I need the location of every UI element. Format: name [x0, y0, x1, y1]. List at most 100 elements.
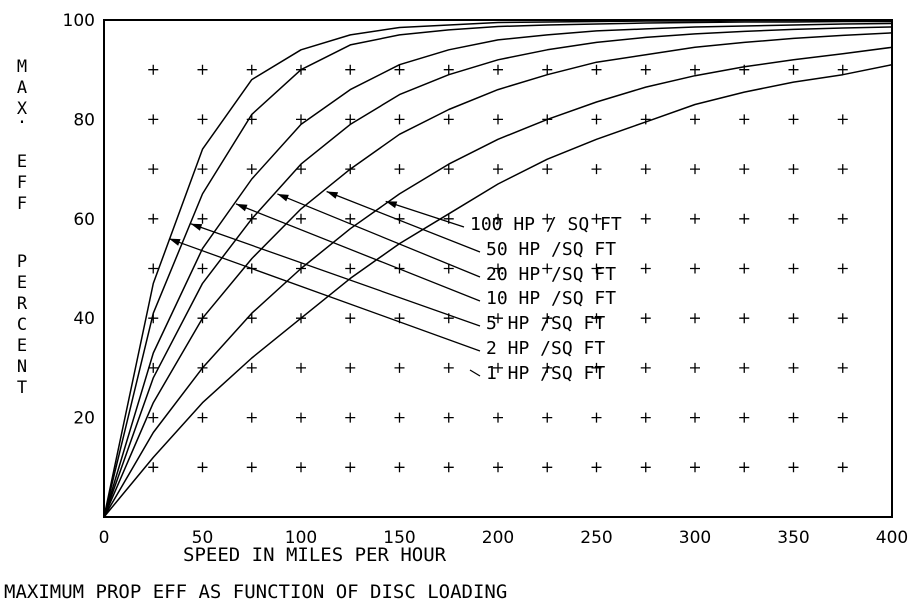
grid-marker — [690, 164, 700, 175]
y-tick-labels: 20 40 60 80 100 — [63, 11, 95, 429]
grid-marker — [640, 362, 651, 373]
grid-marker — [246, 164, 257, 175]
grid-plus-markers — [148, 64, 848, 473]
plot-frame — [103, 19, 893, 518]
y-tick-label: 20 — [73, 409, 95, 429]
grid-marker — [197, 114, 208, 125]
grid-marker — [739, 313, 750, 324]
grid-marker — [443, 64, 454, 75]
grid-marker — [837, 362, 848, 373]
x-tick-label: 400 — [876, 528, 908, 548]
x-tick-label: 200 — [482, 528, 514, 548]
grid-marker — [296, 164, 306, 175]
y-axis-label-letter: C — [17, 315, 27, 335]
annotation-label: 20 HP /SQ FT — [486, 264, 616, 285]
grid-marker — [493, 213, 503, 224]
grid-marker — [394, 114, 405, 125]
grid-marker — [739, 412, 750, 423]
grid-marker — [148, 263, 159, 274]
grid-marker — [394, 462, 405, 473]
grid-marker — [493, 164, 503, 175]
grid-marker — [197, 462, 208, 473]
series-line-2 — [103, 20, 892, 518]
grid-marker — [345, 263, 356, 274]
grid-marker — [788, 263, 799, 274]
series-line-1 — [103, 19, 893, 518]
chart-title: MAXIMUM PROP EFF AS FUNCTION OF DISC LOA… — [4, 581, 507, 603]
grid-marker — [591, 213, 602, 224]
grid-marker — [394, 164, 405, 175]
x-tick-label: 350 — [777, 528, 809, 548]
grid-marker — [542, 412, 553, 423]
grid-marker — [394, 64, 405, 75]
grid-marker — [640, 114, 651, 125]
annotation-label: 5 HP /SQ FT — [486, 313, 605, 334]
grid-marker — [493, 114, 503, 125]
y-tick-label: 40 — [73, 309, 95, 329]
grid-marker — [345, 412, 356, 423]
annotation-leaders — [168, 190, 481, 377]
x-tick-label: 150 — [383, 528, 415, 548]
leader-line — [168, 238, 481, 352]
leader-line — [469, 369, 481, 377]
grid-marker — [591, 114, 602, 125]
grid-marker — [443, 362, 454, 373]
grid-marker — [246, 313, 257, 324]
x-tick-label: 300 — [679, 528, 711, 548]
grid-marker — [296, 462, 306, 473]
series-line-4 — [103, 26, 893, 518]
grid-marker — [640, 164, 651, 175]
annotation-label: 100 HP / SQ FT — [470, 214, 622, 235]
leader-arrowhead — [190, 223, 203, 231]
y-tick-label: 60 — [73, 210, 95, 230]
leader-arrowhead — [277, 193, 289, 202]
grid-marker — [837, 313, 848, 324]
grid-marker — [345, 313, 356, 324]
y-axis-label-letter: A — [17, 78, 27, 98]
y-axis-label-letter: . — [17, 108, 27, 128]
grid-marker — [690, 462, 700, 473]
grid-marker — [197, 213, 208, 224]
leader-arrowhead — [326, 191, 339, 199]
grid-marker — [345, 64, 356, 75]
grid-marker — [148, 64, 159, 75]
grid-marker — [640, 64, 651, 75]
grid-marker — [788, 462, 799, 473]
grid-marker — [640, 313, 651, 324]
grid-marker — [246, 412, 257, 423]
grid-marker — [148, 462, 159, 473]
grid-marker — [197, 64, 208, 75]
series-line-6 — [103, 46, 893, 518]
grid-marker — [296, 362, 306, 373]
grid-marker — [788, 362, 799, 373]
x-axis-label: SPEED IN MILES PER HOUR — [183, 544, 447, 566]
grid-marker — [246, 362, 257, 373]
grid-marker — [788, 213, 799, 224]
series-line-3 — [103, 22, 893, 518]
grid-marker — [148, 362, 159, 373]
grid-marker — [690, 412, 700, 423]
y-axis-label-letter: T — [17, 378, 27, 398]
grid-marker — [837, 164, 848, 175]
series-curves — [103, 19, 893, 518]
y-axis-label-letter: P — [17, 252, 27, 272]
x-tick-label: 0 — [99, 528, 110, 548]
grid-marker — [148, 164, 159, 175]
grid-marker — [690, 313, 700, 324]
annotation-label: 2 HP /SQ FT — [486, 338, 605, 359]
grid-marker — [493, 462, 503, 473]
grid-marker — [493, 313, 503, 324]
y-axis-label-letter: N — [17, 357, 27, 377]
grid-marker — [542, 313, 553, 324]
grid-marker — [739, 164, 750, 175]
grid-marker — [542, 263, 553, 274]
grid-marker — [788, 412, 799, 423]
annotation-label: 10 HP /SQ FT — [486, 288, 616, 309]
grid-marker — [345, 362, 356, 373]
y-axis-label-letter: E — [17, 336, 27, 356]
y-axis-label-letter: E — [17, 273, 27, 293]
grid-marker — [591, 64, 602, 75]
leader-line — [235, 203, 481, 302]
